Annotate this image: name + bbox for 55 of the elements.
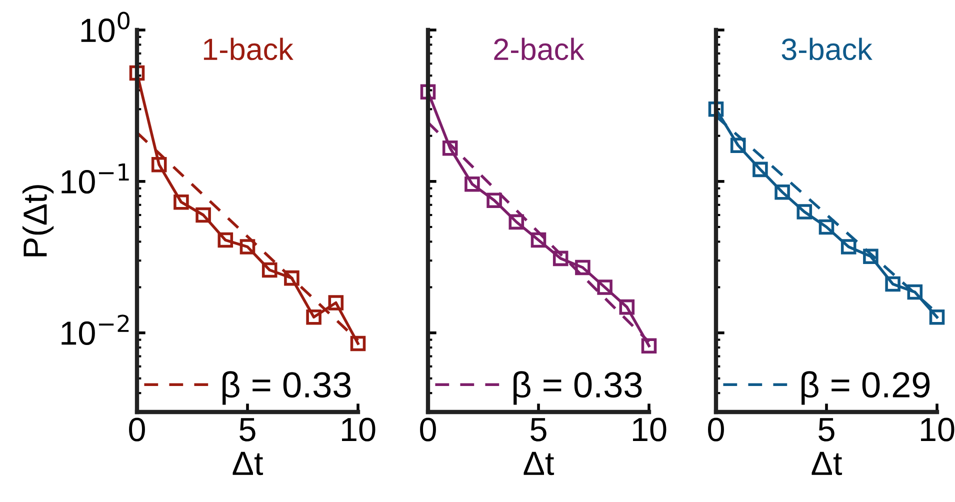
- x-axis-title: Δt: [232, 452, 264, 476]
- x-tick-label: 0: [708, 418, 724, 442]
- y-tick-label: 10$^{−1}$: [62, 163, 129, 194]
- point: [619, 299, 635, 315]
- point: [796, 204, 812, 220]
- x-tick-label: 5: [240, 418, 256, 442]
- point: [420, 84, 436, 100]
- point: [552, 250, 568, 266]
- point: [885, 276, 900, 292]
- y-axis-title: P(Δt): [22, 185, 54, 256]
- point: [196, 207, 211, 223]
- x-tick-label: 10: [633, 418, 666, 442]
- x-tick-label: 5: [818, 418, 834, 442]
- x-axis-title: Δt: [812, 452, 842, 476]
- point: [752, 162, 768, 178]
- point: [486, 192, 502, 208]
- chart-title: 3-back: [782, 38, 872, 60]
- chart-title: 2-back: [494, 38, 584, 60]
- legend-label: β = 0.29: [802, 371, 930, 405]
- chart-title: 1-back: [204, 38, 294, 60]
- point: [708, 102, 724, 117]
- x-tick-label: 10: [342, 418, 376, 442]
- point: [262, 262, 278, 278]
- point: [597, 280, 612, 295]
- point: [840, 239, 856, 254]
- point: [818, 219, 834, 235]
- point: [350, 336, 366, 352]
- point: [641, 338, 657, 354]
- point: [174, 194, 189, 210]
- point: [442, 140, 458, 156]
- point: [530, 232, 546, 248]
- point: [575, 260, 590, 276]
- y-tick-label: 10$^{0}$: [81, 12, 130, 42]
- x-tick-label: 0: [129, 418, 145, 442]
- x-tick-label: 10: [921, 418, 954, 442]
- point: [151, 157, 167, 172]
- point: [907, 284, 923, 300]
- point: [774, 184, 790, 200]
- point: [328, 295, 344, 310]
- point: [284, 270, 300, 286]
- legend-label: β = 0.33: [222, 371, 351, 405]
- point: [863, 248, 878, 264]
- point: [464, 176, 480, 192]
- point: [129, 65, 145, 81]
- x-tick-label: 5: [530, 418, 546, 442]
- point: [240, 239, 256, 254]
- x-axis-title: Δt: [524, 452, 554, 476]
- point: [218, 232, 234, 248]
- point: [929, 309, 945, 325]
- legend-label: β = 0.33: [514, 371, 642, 405]
- point: [508, 214, 524, 230]
- point: [730, 138, 746, 154]
- y-tick-label: 10$^{−2}$: [62, 314, 129, 345]
- point: [306, 309, 322, 325]
- x-tick-label: 0: [420, 418, 436, 442]
